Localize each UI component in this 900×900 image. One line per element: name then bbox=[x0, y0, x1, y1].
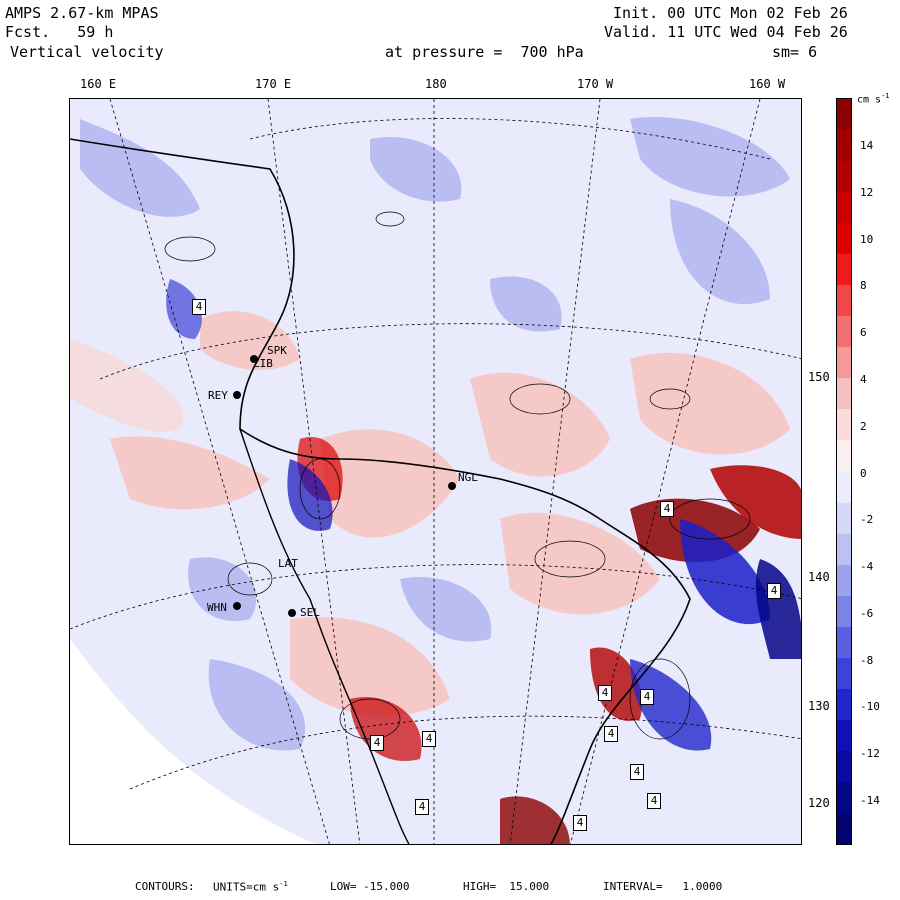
colorbar-segment bbox=[837, 192, 851, 224]
transantarctic-front bbox=[239, 428, 410, 844]
colorbar-segment bbox=[837, 595, 851, 628]
smoothing-value: sm= 6 bbox=[772, 43, 818, 61]
colorbar-tick-label: -14 bbox=[860, 794, 880, 807]
contour-lines bbox=[164, 211, 751, 740]
contour-label-box: 4 bbox=[647, 793, 661, 809]
footer-low: LOW= -15.000 bbox=[330, 880, 410, 893]
field-name: Vertical velocity bbox=[10, 43, 164, 61]
colorbar-tick-label: -8 bbox=[860, 653, 874, 667]
coastline bbox=[70, 138, 691, 844]
colorbar-segment bbox=[837, 533, 851, 566]
contour-label-box: 4 bbox=[192, 299, 206, 315]
station-rey: REY bbox=[208, 389, 228, 402]
lon-label-160w: 160 W bbox=[749, 77, 786, 91]
colorbar bbox=[836, 98, 852, 845]
colorbar-tick-label: 6 bbox=[860, 326, 867, 340]
contour-label-box: 4 bbox=[630, 764, 644, 780]
contour-label-box: 4 bbox=[660, 501, 674, 517]
station-whn: WHN bbox=[207, 601, 227, 614]
lon-label-170e: 170 E bbox=[255, 77, 292, 91]
colorbar-segment bbox=[837, 161, 851, 193]
colorbar-segment bbox=[837, 657, 851, 690]
footer-high: HIGH= 15.000 bbox=[463, 880, 550, 893]
colorbar-tick-label: -12 bbox=[860, 747, 880, 761]
contour-label-box: 4 bbox=[422, 731, 436, 747]
colorbar-segment bbox=[837, 99, 851, 131]
colorbar-segment bbox=[837, 781, 851, 814]
init-time: Init. 00 UTC Mon 02 Feb 26 bbox=[613, 4, 848, 22]
graticule bbox=[70, 99, 801, 844]
station-zib-dot bbox=[250, 355, 258, 363]
colorbar-tick-label: 0 bbox=[860, 466, 867, 480]
colorbar-tick-label: 14 bbox=[860, 139, 874, 152]
colorbar-segment bbox=[837, 471, 851, 504]
colorbar-tick-label: 10 bbox=[860, 232, 874, 246]
valid-time: Valid. 11 UTC Wed 04 Feb 26 bbox=[604, 23, 848, 41]
station-sel-dot bbox=[288, 609, 296, 617]
contour-label-box: 4 bbox=[598, 685, 612, 701]
station-sel: SEL bbox=[300, 606, 320, 619]
lon-label-170w: 170 W bbox=[577, 77, 614, 91]
forecast-hour: Fcst. 59 h bbox=[5, 23, 114, 41]
station-spk: SPK bbox=[267, 344, 287, 357]
colorbar-tick-label: -2 bbox=[860, 513, 874, 527]
pressure-level: at pressure = 700 hPa bbox=[385, 43, 584, 61]
contour-label-box: 4 bbox=[573, 815, 587, 831]
footer-contours: CONTOURS: bbox=[135, 880, 195, 893]
station-zib: ZIB bbox=[253, 357, 273, 370]
colorbar-tick-label: 12 bbox=[860, 185, 874, 199]
colorbar-tick-label: -6 bbox=[860, 606, 874, 620]
low-terrain-mask bbox=[70, 639, 316, 844]
colorbar-unit: cm s-1 bbox=[857, 92, 890, 106]
contour-label-box: 4 bbox=[370, 735, 384, 751]
station-lat: LAT bbox=[278, 557, 298, 570]
colorbar-segment bbox=[837, 130, 851, 162]
colorbar-segment bbox=[837, 285, 851, 317]
colorbar-segment bbox=[837, 812, 851, 845]
vertical-velocity-map: ZIB SPK REY NGL LAT WHN SEL 4 4 4 4 4 4 … bbox=[69, 98, 802, 845]
map-canvas bbox=[70, 99, 801, 844]
colorbar-tick-label: 2 bbox=[860, 419, 867, 433]
colorbar-segment bbox=[837, 440, 851, 472]
colorbar-segment bbox=[837, 564, 851, 597]
lon-label-180: 180 bbox=[425, 77, 447, 91]
colorbar-segment bbox=[837, 719, 851, 752]
colorbar-tick-label: 4 bbox=[860, 372, 867, 386]
colorbar-segment bbox=[837, 409, 851, 441]
lat-label-150w: 150 W bbox=[808, 370, 845, 384]
station-rey-dot bbox=[233, 391, 241, 399]
colorbar-tick-label: 8 bbox=[860, 279, 867, 293]
lon-label-160e: 160 E bbox=[80, 77, 117, 91]
colorbar-segment bbox=[837, 502, 851, 535]
model-title: AMPS 2.67-km MPAS bbox=[5, 4, 159, 22]
contour-label-box: 4 bbox=[640, 689, 654, 705]
colorbar-segment bbox=[837, 626, 851, 659]
contour-label-box: 4 bbox=[604, 726, 618, 742]
colorbar-segment bbox=[837, 316, 851, 348]
footer-interval: INTERVAL= 1.0000 bbox=[603, 880, 723, 893]
colorbar-segment bbox=[837, 688, 851, 721]
colorbar-segment bbox=[837, 223, 851, 255]
station-ngl: NGL bbox=[458, 471, 478, 484]
colorbar-segment bbox=[837, 254, 851, 286]
footer-units: UNITS=cm s-1 bbox=[213, 880, 288, 894]
positive-regions bbox=[110, 311, 790, 717]
station-whn-dot bbox=[233, 602, 241, 610]
contour-label-box: 4 bbox=[767, 583, 781, 599]
colorbar-segment bbox=[837, 347, 851, 379]
station-ngl-dot bbox=[448, 482, 456, 490]
contour-label-box: 4 bbox=[415, 799, 429, 815]
pink-region-west bbox=[70, 339, 184, 432]
colorbar-segment bbox=[837, 378, 851, 410]
colorbar-segment bbox=[837, 750, 851, 783]
colorbar-tick-label: -4 bbox=[860, 560, 874, 574]
colorbar-tick-label: -10 bbox=[860, 700, 880, 714]
